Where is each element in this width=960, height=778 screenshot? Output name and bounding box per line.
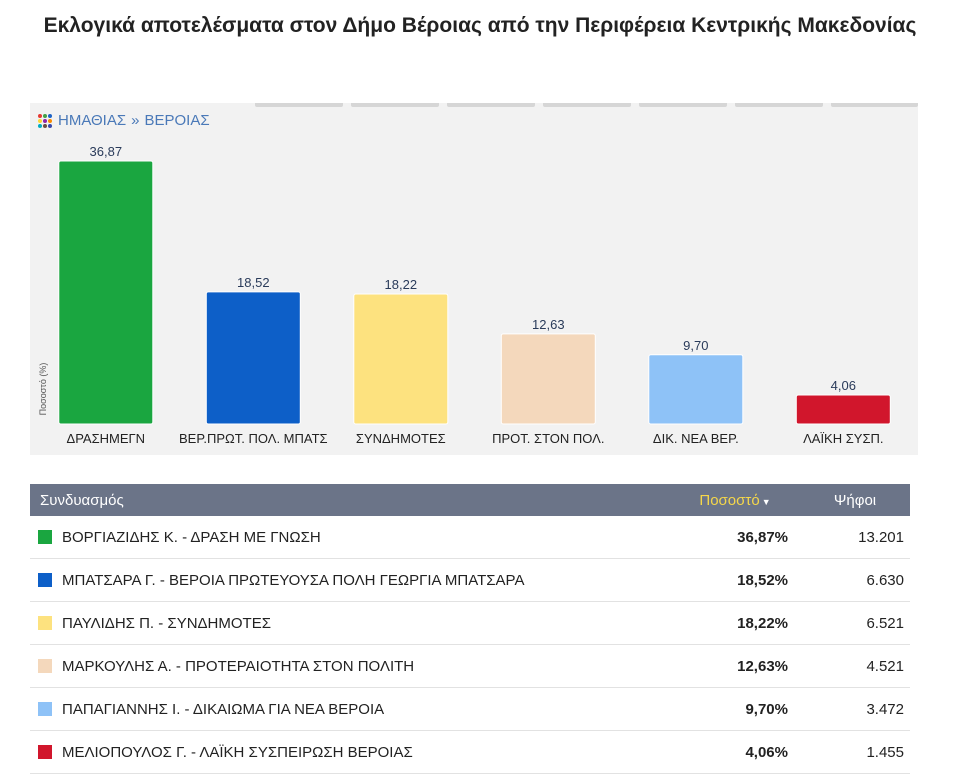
table-row[interactable]: ΜΠΑΤΣΑΡΑ Γ. - ΒΕΡΟΙΑ ΠΡΩΤΕΥΟΥΣΑ ΠΟΛΗ ΓΕΩ… [30,558,910,602]
breadcrumb-municipality[interactable]: ΒΕΡΟΙΑΣ [144,112,210,129]
data-label: 18,22 [385,277,418,292]
coalition-name: ΜΠΑΤΣΑΡΑ Γ. - ΒΕΡΟΙΑ ΠΡΩΤΕΥΟΥΣΑ ΠΟΛΗ ΓΕΩ… [62,571,525,589]
tab[interactable] [351,103,439,107]
bar[interactable] [205,291,301,425]
header-percent[interactable]: Ποσοστό ▼ [670,484,800,516]
table-row[interactable]: ΜΑΡΚΟΥΛΗΣ Α. - ΠΡΟΤΕΡΑΙΟΤΗΤΑ ΣΤΟΝ ΠΟΛΙΤΗ… [30,644,910,688]
cell-votes: 13.201 [800,516,910,559]
category-label: ΔΙΚ. ΝΕΑ ΒΕΡ. [653,431,739,446]
bars-layer: 36,87 ΔΡΑΣΗΜΕΓΝ 18,52 ΒΕΡ.ΠΡΩΤ. ΠΟΛ. ΜΠΑΤΣ 1… [58,144,891,446]
color-swatch [38,701,52,716]
cell-coalition: ΒΟΡΓΙΑΖΙΔΗΣ Κ. - ΔΡΑΣΗ ΜΕ ΓΝΩΣΗ [30,516,670,559]
cell-percent: 36,87% [670,516,800,559]
cell-votes: 3.472 [800,687,910,731]
data-label: 9,70 [683,338,708,353]
category-label: ΒΕΡ.ΠΡΩΤ. ΠΟΛ. ΜΠΑΤΣ [179,431,328,446]
header-coalition[interactable]: Συνδυασμός [30,484,670,516]
coalition-name: ΠΑΥΛΙΔΗΣ Π. - ΣΥΝΔΗΜΟΤΕΣ [62,614,271,632]
table-row[interactable]: ΒΟΡΓΙΑΖΙΔΗΣ Κ. - ΔΡΑΣΗ ΜΕ ΓΝΩΣΗ 36,87% 13.… [30,516,910,559]
table-row[interactable]: ΜΕΛΙΟΠΟΥΛΟΣ Γ. - ΛΑΪΚΗ ΣΥΣΠΕΙΡΩΣΗ ΒΕΡΟΙΑ… [30,730,910,774]
tab[interactable] [735,103,823,107]
tab-strip[interactable] [255,103,918,107]
color-swatch [38,658,52,673]
data-label: 36,87 [90,144,123,159]
data-label: 4,06 [831,378,856,393]
cell-coalition: ΠΑΠΑΓΙΑΝΝΗΣ Ι. - ΔΙΚΑΙΩΜΑ ΓΙΑ ΝΕΑ ΒΕΡΟΙΑ [30,687,670,731]
cell-percent: 18,52% [670,558,800,602]
category-label: ΣΥΝΔΗΜΟΤΕΣ [356,431,446,446]
header-votes[interactable]: Ψήφοι [800,484,910,516]
table-row[interactable]: ΠΑΥΛΙΔΗΣ Π. - ΣΥΝΔΗΜΟΤΕΣ 18,22% 6.521 [30,601,910,645]
breadcrumb-separator: » [131,112,140,129]
bar[interactable] [648,354,744,425]
category-label: ΛΑΪΚΗ ΣΥΣΠ. [803,431,883,446]
table-body: ΒΟΡΓΙΑΖΙΔΗΣ Κ. - ΔΡΑΣΗ ΜΕ ΓΝΩΣΗ 36,87% 13.… [30,516,910,774]
bar[interactable] [353,293,449,425]
breadcrumb: ΗΜΑΘΙΑΣ » ΒΕΡΟΙΑΣ [38,112,210,129]
page-title: Εκλογικά αποτελέσματα στον Δήμο Βέροιας … [43,14,917,37]
bar[interactable] [58,160,154,425]
table-row[interactable]: ΠΑΠΑΓΙΑΝΝΗΣ Ι. - ΔΙΚΑΙΩΜΑ ΓΙΑ ΝΕΑ ΒΕΡΟΙΑ… [30,687,910,731]
cell-coalition: ΜΑΡΚΟΥΛΗΣ Α. - ΠΡΟΤΕΡΑΙΟΤΗΤΑ ΣΤΟΝ ΠΟΛΙΤΗ [30,644,670,688]
cell-percent: 4,06% [670,730,800,774]
chart-panel: ΗΜΑΘΙΑΣ » ΒΕΡΟΙΑΣ Ποσοστό (%) 36,87 ΔΡΑΣΗ… [30,103,918,455]
tab[interactable] [255,103,343,107]
cell-percent: 12,63% [670,644,800,688]
bar[interactable] [795,394,891,425]
cell-coalition: ΠΑΥΛΙΔΗΣ Π. - ΣΥΝΔΗΜΟΤΕΣ [30,601,670,645]
color-swatch [38,615,52,630]
category-label: ΔΡΑΣΗΜΕΓΝ [67,431,146,446]
header-percent-label: Ποσοστό [699,491,760,509]
color-swatch [38,572,52,587]
color-swatch [38,529,52,544]
bar[interactable] [500,333,596,425]
cell-percent: 18,22% [670,601,800,645]
coalition-name: ΜΑΡΚΟΥΛΗΣ Α. - ΠΡΟΤΕΡΑΙΟΤΗΤΑ ΣΤΟΝ ΠΟΛΙΤΗ [62,657,415,675]
dots-grid-icon [38,113,52,128]
tab[interactable] [831,103,918,107]
cell-coalition: ΜΠΑΤΣΑΡΑ Γ. - ΒΕΡΟΙΑ ΠΡΩΤΕΥΟΥΣΑ ΠΟΛΗ ΓΕΩ… [30,558,670,602]
cell-votes: 1.455 [800,730,910,774]
color-swatch [38,744,52,759]
data-label: 18,52 [237,275,270,290]
table-header-row: Συνδυασμός Ποσοστό ▼ Ψήφοι [30,484,910,516]
cell-votes: 6.630 [800,558,910,602]
results-table: Συνδυασμός Ποσοστό ▼ Ψήφοι ΒΟΡΓΙΑΖΙΔΗΣ Κ.… [30,484,910,774]
cell-coalition: ΜΕΛΙΟΠΟΥΛΟΣ Γ. - ΛΑΪΚΗ ΣΥΣΠΕΙΡΩΣΗ ΒΕΡΟΙΑ… [30,730,670,774]
tab[interactable] [639,103,727,107]
category-label: ΠΡΟΤ. ΣΤΟΝ ΠΟΛ. [492,431,604,446]
coalition-name: ΜΕΛΙΟΠΟΥΛΟΣ Γ. - ΛΑΪΚΗ ΣΥΣΠΕΙΡΩΣΗ ΒΕΡΟΙΑ… [62,743,413,761]
cell-votes: 6.521 [800,601,910,645]
tab[interactable] [543,103,631,107]
data-label: 12,63 [532,317,565,332]
coalition-name: ΠΑΠΑΓΙΑΝΝΗΣ Ι. - ΔΙΚΑΙΩΜΑ ΓΙΑ ΝΕΑ ΒΕΡΟΙΑ [62,700,385,718]
cell-votes: 4.521 [800,644,910,688]
sort-down-icon[interactable]: ▼ [761,496,771,507]
y-axis-label: Ποσοστό (%) [38,363,48,416]
cell-percent: 9,70% [670,687,800,731]
coalition-name: ΒΟΡΓΙΑΖΙΔΗΣ Κ. - ΔΡΑΣΗ ΜΕ ΓΝΩΣΗ [62,528,321,546]
tab[interactable] [447,103,535,107]
breadcrumb-region[interactable]: ΗΜΑΘΙΑΣ [58,112,127,129]
bar-chart: Ποσοστό (%) 36,87 ΔΡΑΣΗΜΕΓΝ 18,52 ΒΕΡ.ΠΡΩΤ.… [38,144,891,446]
